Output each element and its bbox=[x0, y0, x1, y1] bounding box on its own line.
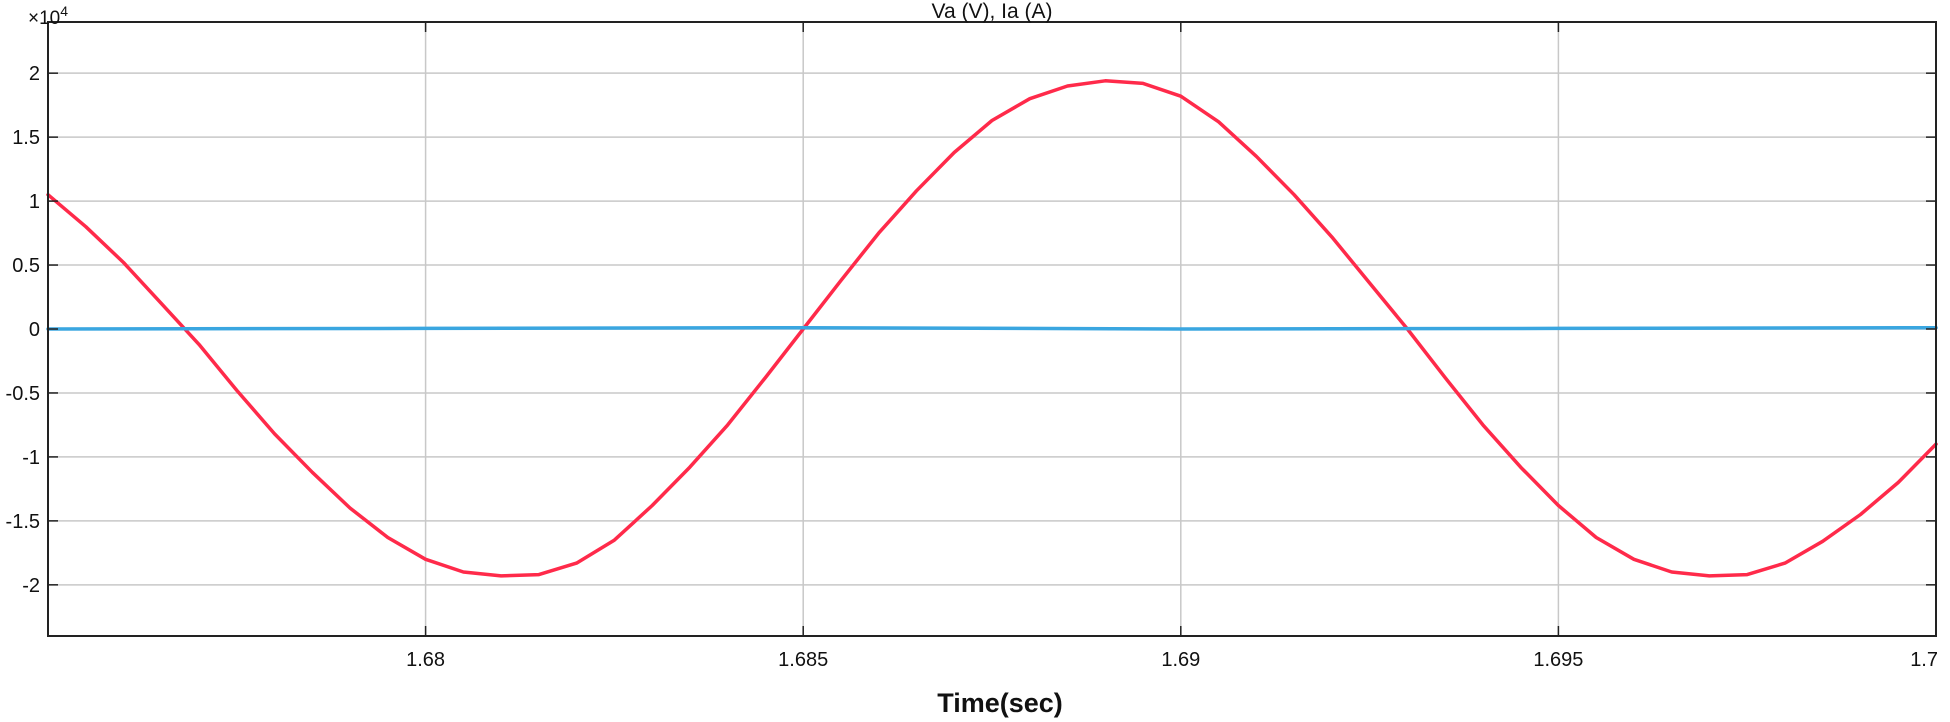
y-tick-label: -0.5 bbox=[6, 383, 40, 405]
y-axis-exponent: ×104 bbox=[28, 3, 68, 29]
series-layer bbox=[46, 79, 1938, 578]
series-line-2 bbox=[46, 325, 1938, 331]
y-axis-exponent-base: ×10 bbox=[28, 8, 60, 29]
y-tick-label: 0 bbox=[29, 319, 40, 341]
y-tick-label: 0.5 bbox=[12, 255, 40, 277]
x-tick-label: 1.695 bbox=[1533, 649, 1583, 671]
y-tick-label: -2 bbox=[22, 575, 40, 597]
y-tick-label: 2 bbox=[29, 63, 40, 85]
x-axis-label: Time(sec) bbox=[937, 688, 1063, 718]
y-tick-label: 1 bbox=[29, 191, 40, 213]
chart-title: Va (V), Ia (A) bbox=[932, 0, 1053, 23]
x-tick-label: 1.685 bbox=[778, 649, 828, 671]
x-tick-label: 1.7 bbox=[1910, 649, 1938, 671]
x-tick-label: 1.69 bbox=[1161, 649, 1200, 671]
y-axis-exponent-power: 4 bbox=[60, 3, 68, 19]
x-tick-label: 1.68 bbox=[406, 649, 445, 671]
series-line-1 bbox=[46, 79, 1938, 578]
x-axis-ticks: 1.68 1.685 1.69 1.695 1.7 bbox=[406, 22, 1938, 671]
y-axis-ticks: 2 1.5 1 0.5 0 -0.5 -1 -1.5 -2 bbox=[6, 63, 1936, 597]
y-tick-label: 1.5 bbox=[12, 127, 40, 149]
y-tick-label: -1.5 bbox=[6, 511, 40, 533]
y-tick-label: -1 bbox=[22, 447, 40, 469]
